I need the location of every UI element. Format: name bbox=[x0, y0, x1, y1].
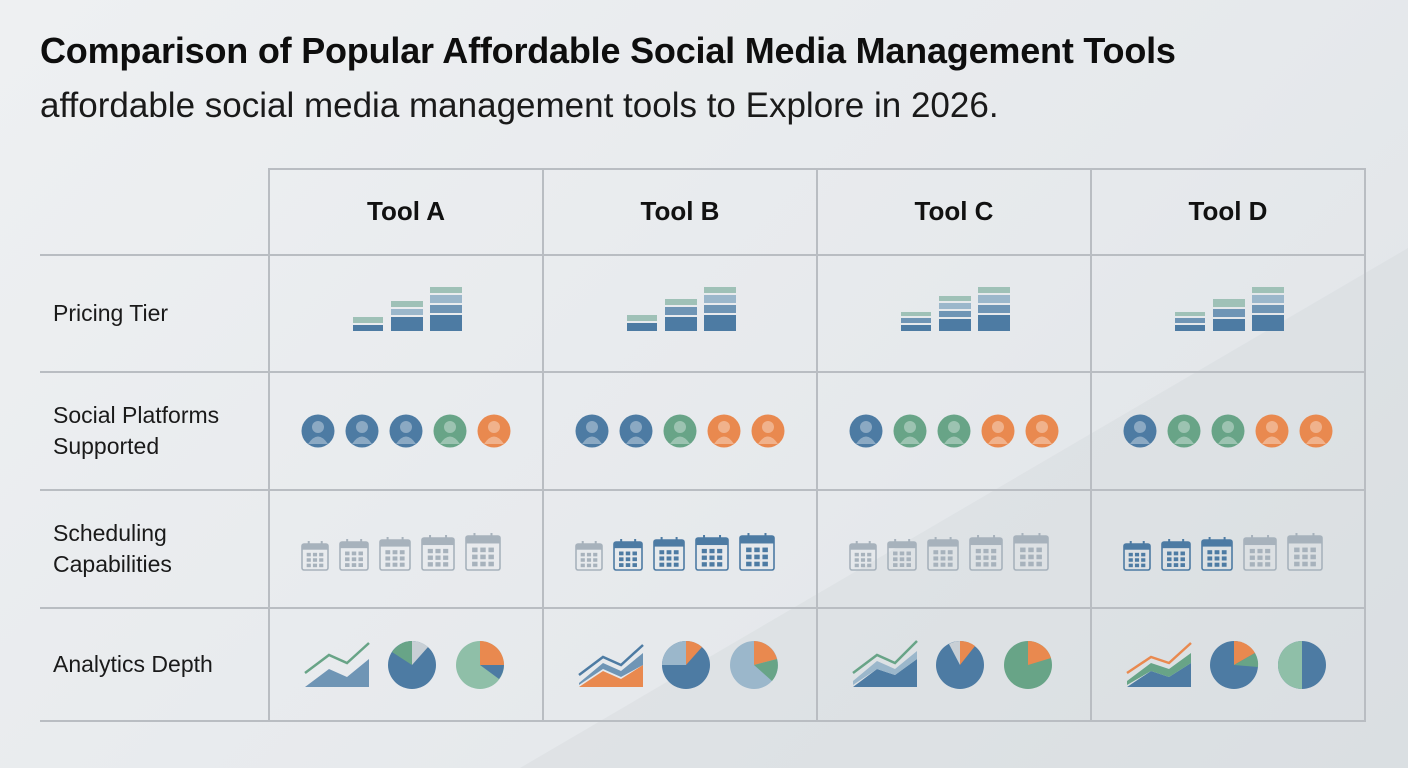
scheduling-calendars bbox=[1123, 533, 1323, 571]
row-label-scheduling: Scheduling Capabilities bbox=[53, 520, 172, 577]
user-avatar-icon bbox=[751, 414, 785, 448]
stacked-bar-icon bbox=[1175, 286, 1284, 331]
pricing-tier-cell-tool-b bbox=[543, 256, 817, 371]
pricing-tier-cell-tool-d bbox=[1091, 256, 1365, 371]
calendar-icon bbox=[339, 539, 369, 571]
stacked-bar-icon bbox=[627, 286, 736, 331]
scheduling-calendars bbox=[575, 533, 775, 571]
analytics-cell-tool-d bbox=[1091, 609, 1365, 720]
scheduling-cell-tool-c bbox=[817, 491, 1091, 607]
calendar-icon bbox=[739, 533, 775, 571]
platforms-cell-tool-b bbox=[543, 373, 817, 489]
analytics-icon bbox=[304, 640, 504, 689]
calendar-icon bbox=[653, 537, 685, 571]
table-row-divider bbox=[40, 254, 1366, 256]
table-col-divider bbox=[1090, 168, 1092, 722]
table-col-divider bbox=[268, 168, 270, 722]
calendar-icon bbox=[1287, 533, 1323, 571]
user-avatar-icon bbox=[981, 414, 1015, 448]
pricing-tier-cell-tool-c bbox=[817, 256, 1091, 371]
user-avatar-icon bbox=[937, 414, 971, 448]
user-avatar-icon bbox=[1167, 414, 1201, 448]
calendar-icon bbox=[465, 533, 501, 571]
platform-avatars bbox=[1123, 414, 1333, 448]
user-avatar-icon bbox=[1211, 414, 1245, 448]
analytics-cell-tool-b bbox=[543, 609, 817, 720]
analytics-icon bbox=[852, 639, 1052, 689]
column-header-tool-c: Tool C bbox=[914, 195, 994, 226]
scheduling-cell-tool-d bbox=[1091, 491, 1365, 607]
table-top-border bbox=[269, 168, 1366, 170]
row-label-social-platforms: Social Platforms Supported bbox=[53, 402, 220, 459]
calendar-icon bbox=[887, 539, 917, 571]
user-avatar-icon bbox=[1255, 414, 1289, 448]
calendar-icon bbox=[1123, 541, 1151, 571]
calendar-icon bbox=[849, 541, 877, 571]
calendar-icon bbox=[379, 537, 411, 571]
user-avatar-icon bbox=[389, 414, 423, 448]
column-header-tool-a: Tool A bbox=[367, 195, 445, 226]
row-label-analytics-depth: Analytics Depth bbox=[53, 651, 213, 677]
calendar-icon bbox=[927, 537, 959, 571]
table-col-divider bbox=[542, 168, 544, 722]
table-row-divider bbox=[40, 371, 1366, 373]
table-col-divider bbox=[816, 168, 818, 722]
user-avatar-icon bbox=[619, 414, 653, 448]
page-subtitle: affordable social media management tools… bbox=[40, 86, 999, 125]
table-row-divider bbox=[40, 489, 1366, 491]
user-avatar-icon bbox=[849, 414, 883, 448]
user-avatar-icon bbox=[345, 414, 379, 448]
user-avatar-icon bbox=[575, 414, 609, 448]
scheduling-calendars bbox=[301, 533, 501, 571]
calendar-icon bbox=[1013, 533, 1049, 571]
comparison-table: Tool A Tool B Tool C Tool D Pricing Tier… bbox=[40, 168, 1366, 722]
calendar-icon bbox=[613, 539, 643, 571]
scheduling-cell-tool-a bbox=[269, 491, 543, 607]
stacked-bar-icon bbox=[353, 286, 462, 331]
scheduling-cell-tool-b bbox=[543, 491, 817, 607]
scheduling-calendars bbox=[849, 533, 1049, 571]
column-header-tool-d: Tool D bbox=[1188, 195, 1268, 226]
calendar-icon bbox=[301, 541, 329, 571]
calendar-icon bbox=[695, 535, 729, 571]
column-header-tool-b: Tool B bbox=[640, 195, 720, 226]
page-title: Comparison of Popular Affordable Social … bbox=[40, 30, 1176, 71]
table-right-border bbox=[1364, 168, 1366, 722]
table-bottom-border bbox=[40, 720, 1366, 722]
platform-avatars bbox=[575, 414, 785, 448]
calendar-icon bbox=[1201, 537, 1233, 571]
user-avatar-icon bbox=[477, 414, 511, 448]
calendar-icon bbox=[575, 541, 603, 571]
user-avatar-icon bbox=[663, 414, 697, 448]
platforms-cell-tool-a bbox=[269, 373, 543, 489]
user-avatar-icon bbox=[893, 414, 927, 448]
platform-avatars bbox=[301, 414, 511, 448]
user-avatar-icon bbox=[1025, 414, 1059, 448]
analytics-icon bbox=[1126, 640, 1326, 689]
platforms-cell-tool-c bbox=[817, 373, 1091, 489]
pricing-tier-cell-tool-a bbox=[269, 256, 543, 371]
user-avatar-icon bbox=[1123, 414, 1157, 448]
user-avatar-icon bbox=[1299, 414, 1333, 448]
calendar-icon bbox=[969, 535, 1003, 571]
calendar-icon bbox=[421, 535, 455, 571]
analytics-cell-tool-a bbox=[269, 609, 543, 720]
platforms-cell-tool-d bbox=[1091, 373, 1365, 489]
platform-avatars bbox=[849, 414, 1059, 448]
calendar-icon bbox=[1161, 539, 1191, 571]
user-avatar-icon bbox=[707, 414, 741, 448]
analytics-cell-tool-c bbox=[817, 609, 1091, 720]
stacked-bar-icon bbox=[901, 286, 1010, 331]
row-label-pricing-tier: Pricing Tier bbox=[53, 300, 169, 326]
calendar-icon bbox=[1243, 535, 1277, 571]
analytics-icon bbox=[578, 640, 778, 689]
user-avatar-icon bbox=[433, 414, 467, 448]
user-avatar-icon bbox=[301, 414, 335, 448]
table-row-divider bbox=[40, 607, 1366, 609]
